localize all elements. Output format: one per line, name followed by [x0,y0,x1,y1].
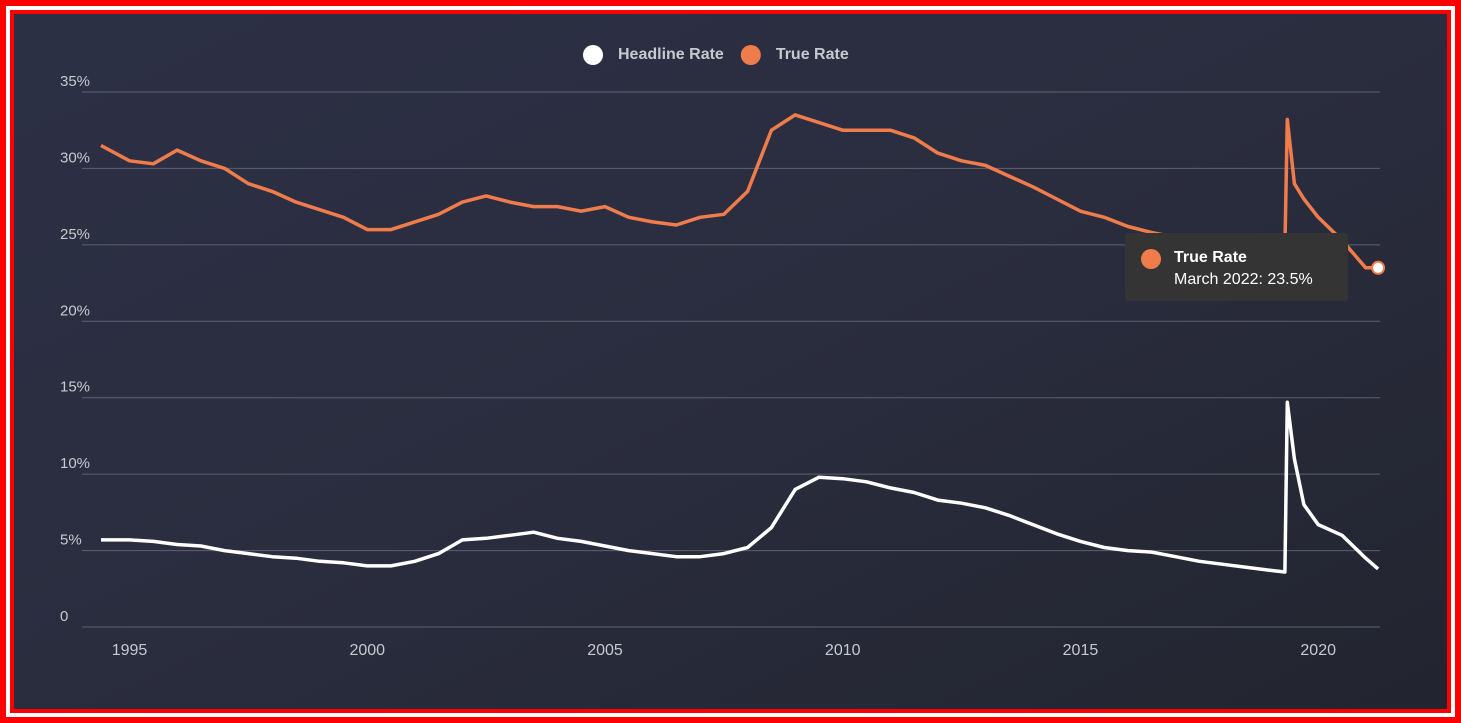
y-tick-label: 10% [60,455,90,472]
hover-marker [1371,260,1386,275]
y-tick-label: 0 [60,608,68,625]
y-tick-label: 15% [60,379,90,396]
legend-marker [583,45,603,65]
x-tick-label: 2020 [1300,642,1336,659]
tooltip-title: True Rate [1174,249,1247,266]
legend-label: True Rate [776,46,849,63]
y-tick-label: 20% [60,302,90,319]
y-tick-label: 25% [60,226,90,243]
line-series [101,400,1380,574]
tooltip-text: March 2022: 23.5% [1174,271,1313,288]
x-tick-label: 2010 [825,642,861,659]
x-tick-label: 2015 [1063,642,1099,659]
background [14,14,1447,709]
x-tick-label: 2000 [349,642,385,659]
legend-marker [740,45,761,65]
legend-label: Headline Rate [618,46,724,63]
tooltip-icon [1141,249,1161,269]
tooltip-box [1125,233,1348,301]
y-tick-label: 30% [60,149,90,166]
tooltip: True Rate March 2022: 23.5% [1125,233,1348,301]
y-tick-label: 35% [60,73,90,90]
y-tick-label: 5% [60,532,82,549]
x-tick-label: 1995 [112,642,148,659]
x-tick-label: 2005 [587,642,623,659]
